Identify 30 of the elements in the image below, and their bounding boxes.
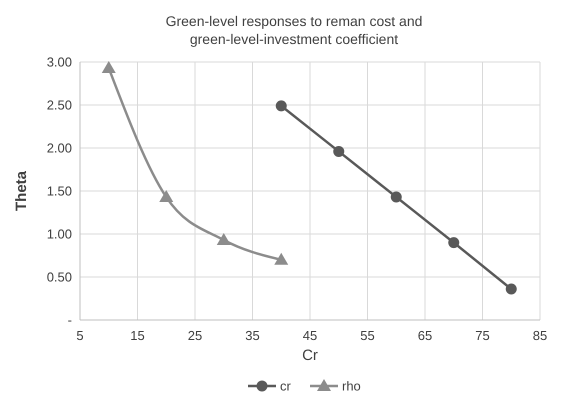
x-tick-label: 75 bbox=[475, 328, 490, 343]
point bbox=[216, 233, 231, 246]
point bbox=[102, 61, 116, 74]
x-tick-label: 25 bbox=[188, 328, 202, 343]
point bbox=[276, 100, 287, 112]
x-tick-label: 5 bbox=[76, 328, 84, 343]
x-axis-title: Cr bbox=[302, 347, 318, 364]
point bbox=[390, 192, 402, 203]
x-tick-label: 15 bbox=[130, 328, 145, 343]
point bbox=[448, 237, 460, 248]
x-tick-label: 55 bbox=[360, 328, 375, 343]
y-tick-label: - bbox=[68, 312, 72, 328]
x-tick-label: 45 bbox=[302, 328, 318, 343]
y-axis-title: Theta bbox=[13, 170, 30, 212]
x-tick-label: 85 bbox=[532, 328, 548, 343]
y-tick-label: 2.50 bbox=[46, 98, 72, 112]
y-tick-label: 2.00 bbox=[46, 140, 72, 156]
point bbox=[506, 284, 517, 295]
legend-label: rho bbox=[342, 378, 361, 394]
point bbox=[159, 190, 174, 202]
y-tick-label: 1.50 bbox=[46, 184, 72, 198]
chart-title: Green-level responses to reman cost and green-level-investment coefficient bbox=[166, 13, 422, 47]
y-tick-label: 1.00 bbox=[46, 226, 72, 242]
x-tick-label: 35 bbox=[245, 328, 260, 343]
point bbox=[333, 146, 344, 157]
y-tick-label: 0.50 bbox=[46, 270, 72, 284]
point bbox=[274, 252, 288, 265]
legend-label: cr bbox=[280, 378, 292, 394]
x-tick-label: 65 bbox=[418, 328, 432, 343]
y-tick-label: 3.00 bbox=[46, 54, 72, 70]
